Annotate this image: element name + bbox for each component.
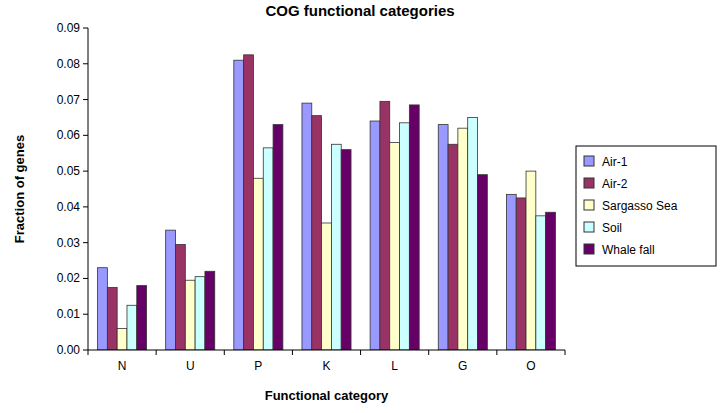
bar bbox=[302, 103, 312, 350]
bar bbox=[468, 117, 478, 350]
bar bbox=[380, 101, 390, 350]
x-tick bbox=[565, 350, 566, 355]
bar bbox=[370, 121, 380, 350]
bar bbox=[273, 125, 283, 350]
legend-label: Air-1 bbox=[602, 155, 628, 169]
bar bbox=[478, 175, 488, 350]
bar bbox=[107, 287, 117, 350]
bar bbox=[253, 178, 263, 350]
title: COG functional categories bbox=[265, 2, 454, 19]
y-tick bbox=[83, 206, 88, 207]
y-tick bbox=[83, 278, 88, 279]
bar bbox=[137, 286, 147, 350]
bar bbox=[438, 125, 448, 350]
x-tick bbox=[360, 350, 361, 355]
bar bbox=[400, 123, 410, 350]
bar bbox=[175, 244, 185, 350]
legend-swatch bbox=[584, 200, 594, 210]
bar bbox=[263, 148, 273, 350]
y-tick bbox=[83, 242, 88, 243]
bar bbox=[98, 268, 108, 350]
chart: COG functional categories 0.00 0.01 0.02 0.0… bbox=[0, 0, 727, 413]
y-tick-label: 0.07 bbox=[57, 93, 81, 107]
y-tick-label: 0.03 bbox=[57, 236, 81, 250]
bar bbox=[390, 142, 400, 350]
y-tick bbox=[83, 171, 88, 172]
y-tick-label: 0.09 bbox=[57, 21, 81, 35]
bar bbox=[341, 150, 351, 350]
x-tick-label: O bbox=[526, 359, 535, 373]
x-tick bbox=[88, 350, 89, 355]
y-tick-label: 0.00 bbox=[57, 343, 81, 357]
bar bbox=[117, 329, 127, 350]
bars bbox=[98, 55, 556, 350]
x-tick bbox=[156, 350, 157, 355]
y-tick-label: 0.04 bbox=[57, 200, 81, 214]
bar bbox=[458, 128, 468, 350]
x-tick-label: N bbox=[118, 359, 127, 373]
y-tick-label: 0.02 bbox=[57, 271, 81, 285]
legend-swatch bbox=[584, 178, 594, 188]
bar bbox=[127, 305, 137, 350]
x-axis-title: Functional category bbox=[265, 388, 389, 403]
bar bbox=[331, 144, 341, 350]
legend-label: Air-2 bbox=[602, 177, 628, 191]
bar bbox=[526, 171, 536, 350]
bar bbox=[516, 198, 526, 350]
y-tick-label: 0.01 bbox=[57, 307, 81, 321]
x-tick bbox=[496, 350, 497, 355]
bar bbox=[312, 116, 322, 350]
y-tick-label: 0.05 bbox=[57, 164, 81, 178]
x-tick bbox=[292, 350, 293, 355]
x-tick-label: K bbox=[322, 359, 330, 373]
y-tick bbox=[83, 63, 88, 64]
y-axis-title: Fraction of genes bbox=[12, 135, 27, 243]
bar bbox=[244, 55, 254, 350]
bar bbox=[448, 144, 458, 350]
x-tick bbox=[428, 350, 429, 355]
bar bbox=[205, 271, 215, 350]
y-tick bbox=[83, 135, 88, 136]
y-tick bbox=[83, 28, 88, 29]
legend-swatch bbox=[584, 156, 594, 166]
x-tick-label: G bbox=[458, 359, 467, 373]
bar bbox=[546, 212, 556, 350]
legend-label: Soil bbox=[602, 221, 622, 235]
bar bbox=[234, 60, 244, 350]
bar bbox=[166, 230, 176, 350]
x-tick bbox=[224, 350, 225, 355]
legend-box bbox=[576, 146, 716, 266]
y-tick-label: 0.06 bbox=[57, 128, 81, 142]
bar bbox=[506, 194, 516, 350]
y-tick-label: 0.08 bbox=[57, 57, 81, 71]
y-tick bbox=[83, 350, 88, 351]
legend-swatch bbox=[584, 222, 594, 232]
x-tick-label: P bbox=[254, 359, 262, 373]
legend-label: Sargasso Sea bbox=[602, 199, 678, 213]
bar bbox=[322, 223, 332, 350]
x-tick-label: L bbox=[391, 359, 398, 373]
y-tick bbox=[83, 314, 88, 315]
x-tick-label: U bbox=[186, 359, 195, 373]
x-axis bbox=[88, 350, 565, 351]
legend-label: Whale fall bbox=[602, 243, 655, 257]
bar bbox=[185, 280, 195, 350]
y-axis bbox=[88, 28, 89, 350]
bar bbox=[536, 216, 546, 350]
legend-swatch bbox=[584, 244, 594, 254]
bar bbox=[195, 277, 205, 350]
y-tick bbox=[83, 99, 88, 100]
bar bbox=[409, 105, 419, 350]
